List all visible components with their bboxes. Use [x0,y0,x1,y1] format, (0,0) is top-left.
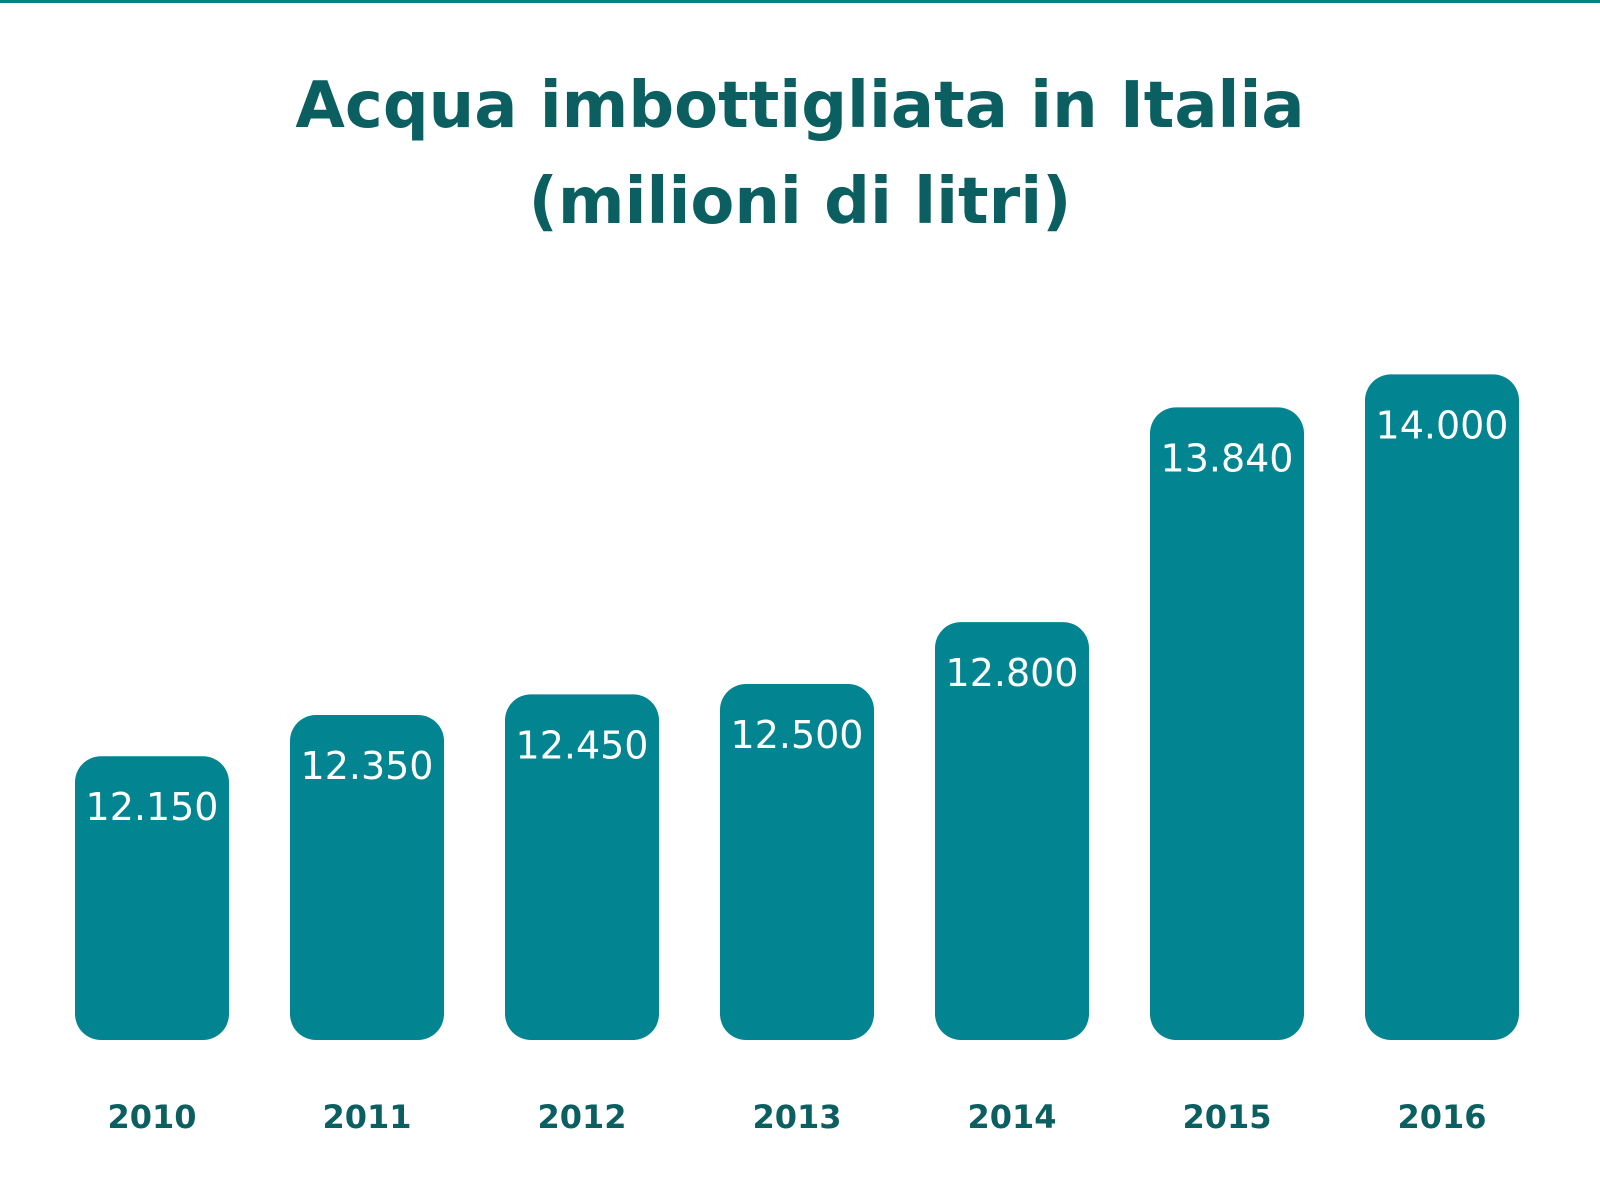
chart-title-line2: (milioni di litri) [528,165,1072,239]
value-label-2011: 12.350 [301,744,434,788]
value-label-2010: 12.150 [86,785,219,829]
top-rule [0,0,1600,3]
bar-2012 [505,694,659,1040]
category-label-2015: 2015 [1182,1098,1271,1136]
bar-2015 [1150,407,1304,1040]
value-label-2012: 12.450 [516,723,649,767]
category-label-2014: 2014 [967,1098,1056,1136]
chart-title-line1: Acqua imbottigliata in Italia [295,69,1305,143]
category-label-2011: 2011 [322,1098,411,1136]
category-label-2012: 2012 [537,1098,626,1136]
chart-title: Acqua imbottigliata in Italia (milioni d… [0,58,1600,250]
category-label-2016: 2016 [1397,1098,1486,1136]
bar-2011 [290,714,444,1040]
category-label-2010: 2010 [107,1098,196,1136]
value-label-2013: 12.500 [731,713,864,757]
bar-2010 [75,756,229,1040]
category-label-2013: 2013 [752,1098,841,1136]
bar-2014 [935,622,1089,1040]
bar-2013 [720,684,874,1040]
value-label-2015: 13.840 [1161,436,1294,480]
value-label-2016: 14.000 [1376,403,1509,447]
value-label-2014: 12.800 [946,651,1079,695]
bar-2016 [1365,374,1519,1040]
